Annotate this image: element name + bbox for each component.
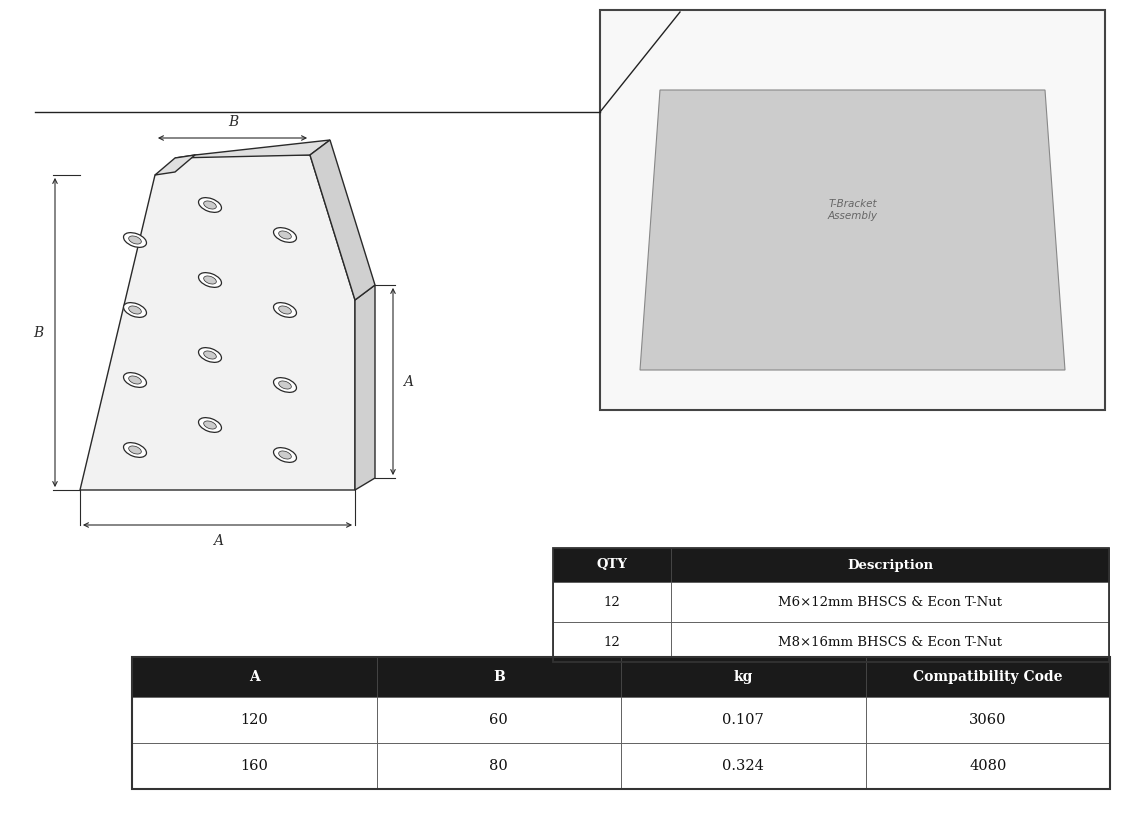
Polygon shape [355,285,375,490]
Ellipse shape [124,442,147,457]
Text: A: A [249,670,259,684]
Ellipse shape [274,447,296,462]
Ellipse shape [278,451,291,459]
Text: B: B [33,326,43,340]
Ellipse shape [278,306,291,314]
Text: 12: 12 [604,635,620,649]
Text: 0.324: 0.324 [722,759,764,773]
Bar [132,657,1110,789]
Bar [621,657,866,697]
Ellipse shape [128,446,141,454]
Bar [132,657,376,697]
Text: 120: 120 [240,713,268,727]
Text: Compatibility Code: Compatibility Code [913,670,1063,684]
Ellipse shape [274,378,296,392]
Ellipse shape [204,421,216,429]
Bar [600,10,1104,410]
Text: M6×12mm BHSCS & Econ T-Nut: M6×12mm BHSCS & Econ T-Nut [778,595,1002,609]
Bar [553,582,671,622]
Polygon shape [640,90,1065,370]
Ellipse shape [274,303,296,318]
Bar [376,697,621,743]
Text: A: A [403,375,412,389]
Ellipse shape [204,276,216,284]
Ellipse shape [274,227,296,242]
Text: M8×16mm BHSCS & Econ T-Nut: M8×16mm BHSCS & Econ T-Nut [778,635,1002,649]
Bar [132,697,376,743]
Text: 0.107: 0.107 [722,713,764,727]
Ellipse shape [128,376,141,384]
Bar [376,657,621,697]
Bar [553,622,671,662]
Text: 160: 160 [240,759,268,773]
Text: QTY: QTY [596,558,628,572]
Ellipse shape [278,231,291,239]
Bar [621,697,866,743]
Bar [671,582,1109,622]
Text: 60: 60 [489,713,508,727]
Bar [132,743,376,789]
Polygon shape [80,155,355,490]
Bar [866,743,1110,789]
Text: 3060: 3060 [969,713,1006,727]
Ellipse shape [198,418,222,432]
Ellipse shape [204,351,216,359]
Bar [553,548,1109,662]
Text: B: B [492,670,505,684]
Text: 4080: 4080 [969,759,1006,773]
Bar [671,622,1109,662]
Text: kg: kg [734,670,753,684]
Bar [553,548,671,582]
Text: A: A [213,534,223,548]
Text: B: B [228,115,238,129]
Ellipse shape [124,303,147,318]
Bar [671,548,1109,582]
Ellipse shape [198,348,222,362]
Bar [376,743,621,789]
Ellipse shape [204,201,216,209]
Polygon shape [156,155,195,175]
Bar [621,743,866,789]
Ellipse shape [198,197,222,212]
Polygon shape [175,140,330,158]
Bar [866,657,1110,697]
Ellipse shape [198,273,222,288]
Text: 80: 80 [489,759,508,773]
Text: Description: Description [846,558,933,572]
Ellipse shape [124,232,147,247]
Ellipse shape [128,236,141,244]
Ellipse shape [278,381,291,389]
Ellipse shape [128,306,141,314]
Text: 12: 12 [604,595,620,609]
Bar [866,697,1110,743]
Ellipse shape [124,373,147,387]
Polygon shape [310,140,375,300]
Text: T-Bracket
Assembly: T-Bracket Assembly [827,199,878,221]
